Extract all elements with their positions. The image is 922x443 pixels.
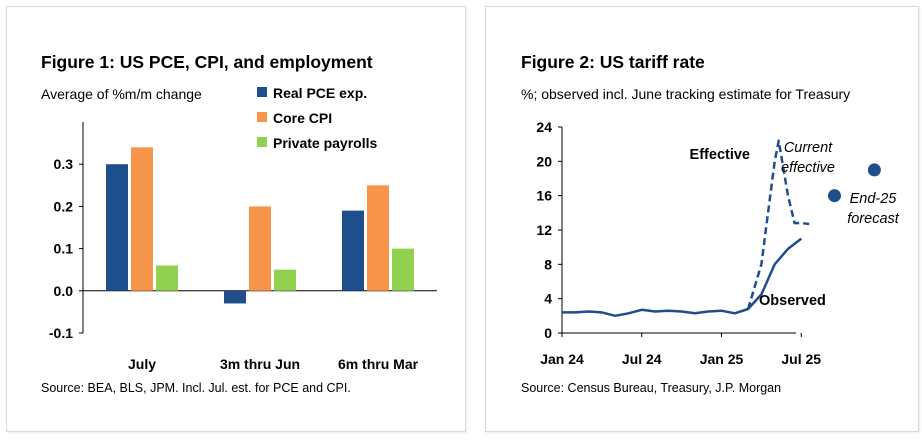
annotation-forecast-line2: forecast <box>847 211 900 227</box>
bar-private-payrolls-3m-thru-jun <box>274 269 296 291</box>
y-tick-label: 12 <box>536 222 552 238</box>
annotation-observed: Observed <box>759 293 826 309</box>
annotation-forecast-line1: End-25 <box>850 191 898 207</box>
y-tick-label: 8 <box>544 256 552 272</box>
bar-core-cpi-july <box>131 147 153 291</box>
y-tick-label: 20 <box>536 153 552 169</box>
legend-label-private-payrolls: Private payrolls <box>273 135 377 151</box>
x-tick-label: Jul 25 <box>781 351 821 367</box>
figure-2-lines <box>562 139 810 318</box>
bar-real-pce-exp-6m-thru-mar <box>342 210 364 291</box>
legend-label-real-pce-exp: Real PCE exp. <box>273 85 367 101</box>
legend-swatch-private-payrolls <box>257 137 267 147</box>
bar-core-cpi-3m-thru-jun <box>249 206 271 291</box>
y-tick-label: 0.3 <box>54 156 74 172</box>
point-end-25-forecast <box>867 163 881 177</box>
figure-1-legend: Real PCE exp. Core CPI Private payrolls <box>257 85 377 151</box>
bar-core-cpi-6m-thru-mar <box>367 185 389 291</box>
figure-2-subtitle: %; observed incl. June tracking estimate… <box>521 86 850 102</box>
point-current-effective <box>827 189 841 203</box>
x-tick-label: Jan 25 <box>700 351 744 367</box>
line-effective <box>746 139 810 310</box>
figure-2-chart: Figure 2: US tariff rate %; observed inc… <box>521 52 900 395</box>
bar-real-pce-exp-3m-thru-jun <box>224 290 246 304</box>
x-tick-label: 6m thru Mar <box>338 356 419 372</box>
annotation-current-line2: effective <box>781 160 835 176</box>
y-tick-label: 0 <box>544 325 552 341</box>
y-tick-label: 0.2 <box>54 198 74 214</box>
figure-2-source: Source: Census Bureau, Treasury, J.P. Mo… <box>521 381 781 395</box>
y-tick-label: 0.1 <box>54 241 74 257</box>
legend-label-core-cpi: Core CPI <box>273 110 332 126</box>
figure-2-title: Figure 2: US tariff rate <box>521 52 705 72</box>
legend-swatch-real-pce-exp <box>257 87 267 97</box>
figure-1-subtitle: Average of %m/m change <box>41 86 202 102</box>
figure-2-annotations: Effective Observed Current effective End-25 f… <box>690 140 900 309</box>
figure-2-axes: 0 4 8 12 16 20 24 Jan 24 Jul 24 Jan 25 Jul 25 <box>536 119 821 367</box>
figure-2-panel: Figure 2: US tariff rate %; observed inc… <box>485 6 919 432</box>
figure-1-panel: Figure 1: US PCE, CPI, and employment Av… <box>6 6 466 432</box>
figure-1-bars <box>106 147 414 304</box>
bar-private-payrolls-july <box>156 265 178 291</box>
legend-swatch-core-cpi <box>257 112 267 122</box>
x-tick-label: Jul 24 <box>622 351 662 367</box>
x-tick-label: Jan 24 <box>540 351 584 367</box>
annotation-effective: Effective <box>690 147 750 163</box>
x-tick-label: 3m thru Jun <box>220 356 300 372</box>
figure-1-title: Figure 1: US PCE, CPI, and employment <box>41 52 373 72</box>
y-tick-label: 4 <box>544 291 552 307</box>
y-tick-label: 0.0 <box>54 283 74 299</box>
y-tick-label: -0.1 <box>49 325 73 341</box>
line-observed <box>562 237 803 318</box>
x-tick-label: July <box>128 356 156 372</box>
figure-1-chart: Figure 1: US PCE, CPI, and employment Av… <box>41 52 437 395</box>
bar-private-payrolls-6m-thru-mar <box>392 248 414 291</box>
annotation-current-line1: Current <box>784 140 833 156</box>
y-tick-label: 16 <box>536 188 552 204</box>
bar-real-pce-exp-july <box>106 164 128 291</box>
figure-2-points <box>827 163 881 203</box>
y-tick-label: 24 <box>536 119 552 135</box>
figure-1-source: Source: BEA, BLS, JPM. Incl. Jul. est. f… <box>41 381 351 395</box>
